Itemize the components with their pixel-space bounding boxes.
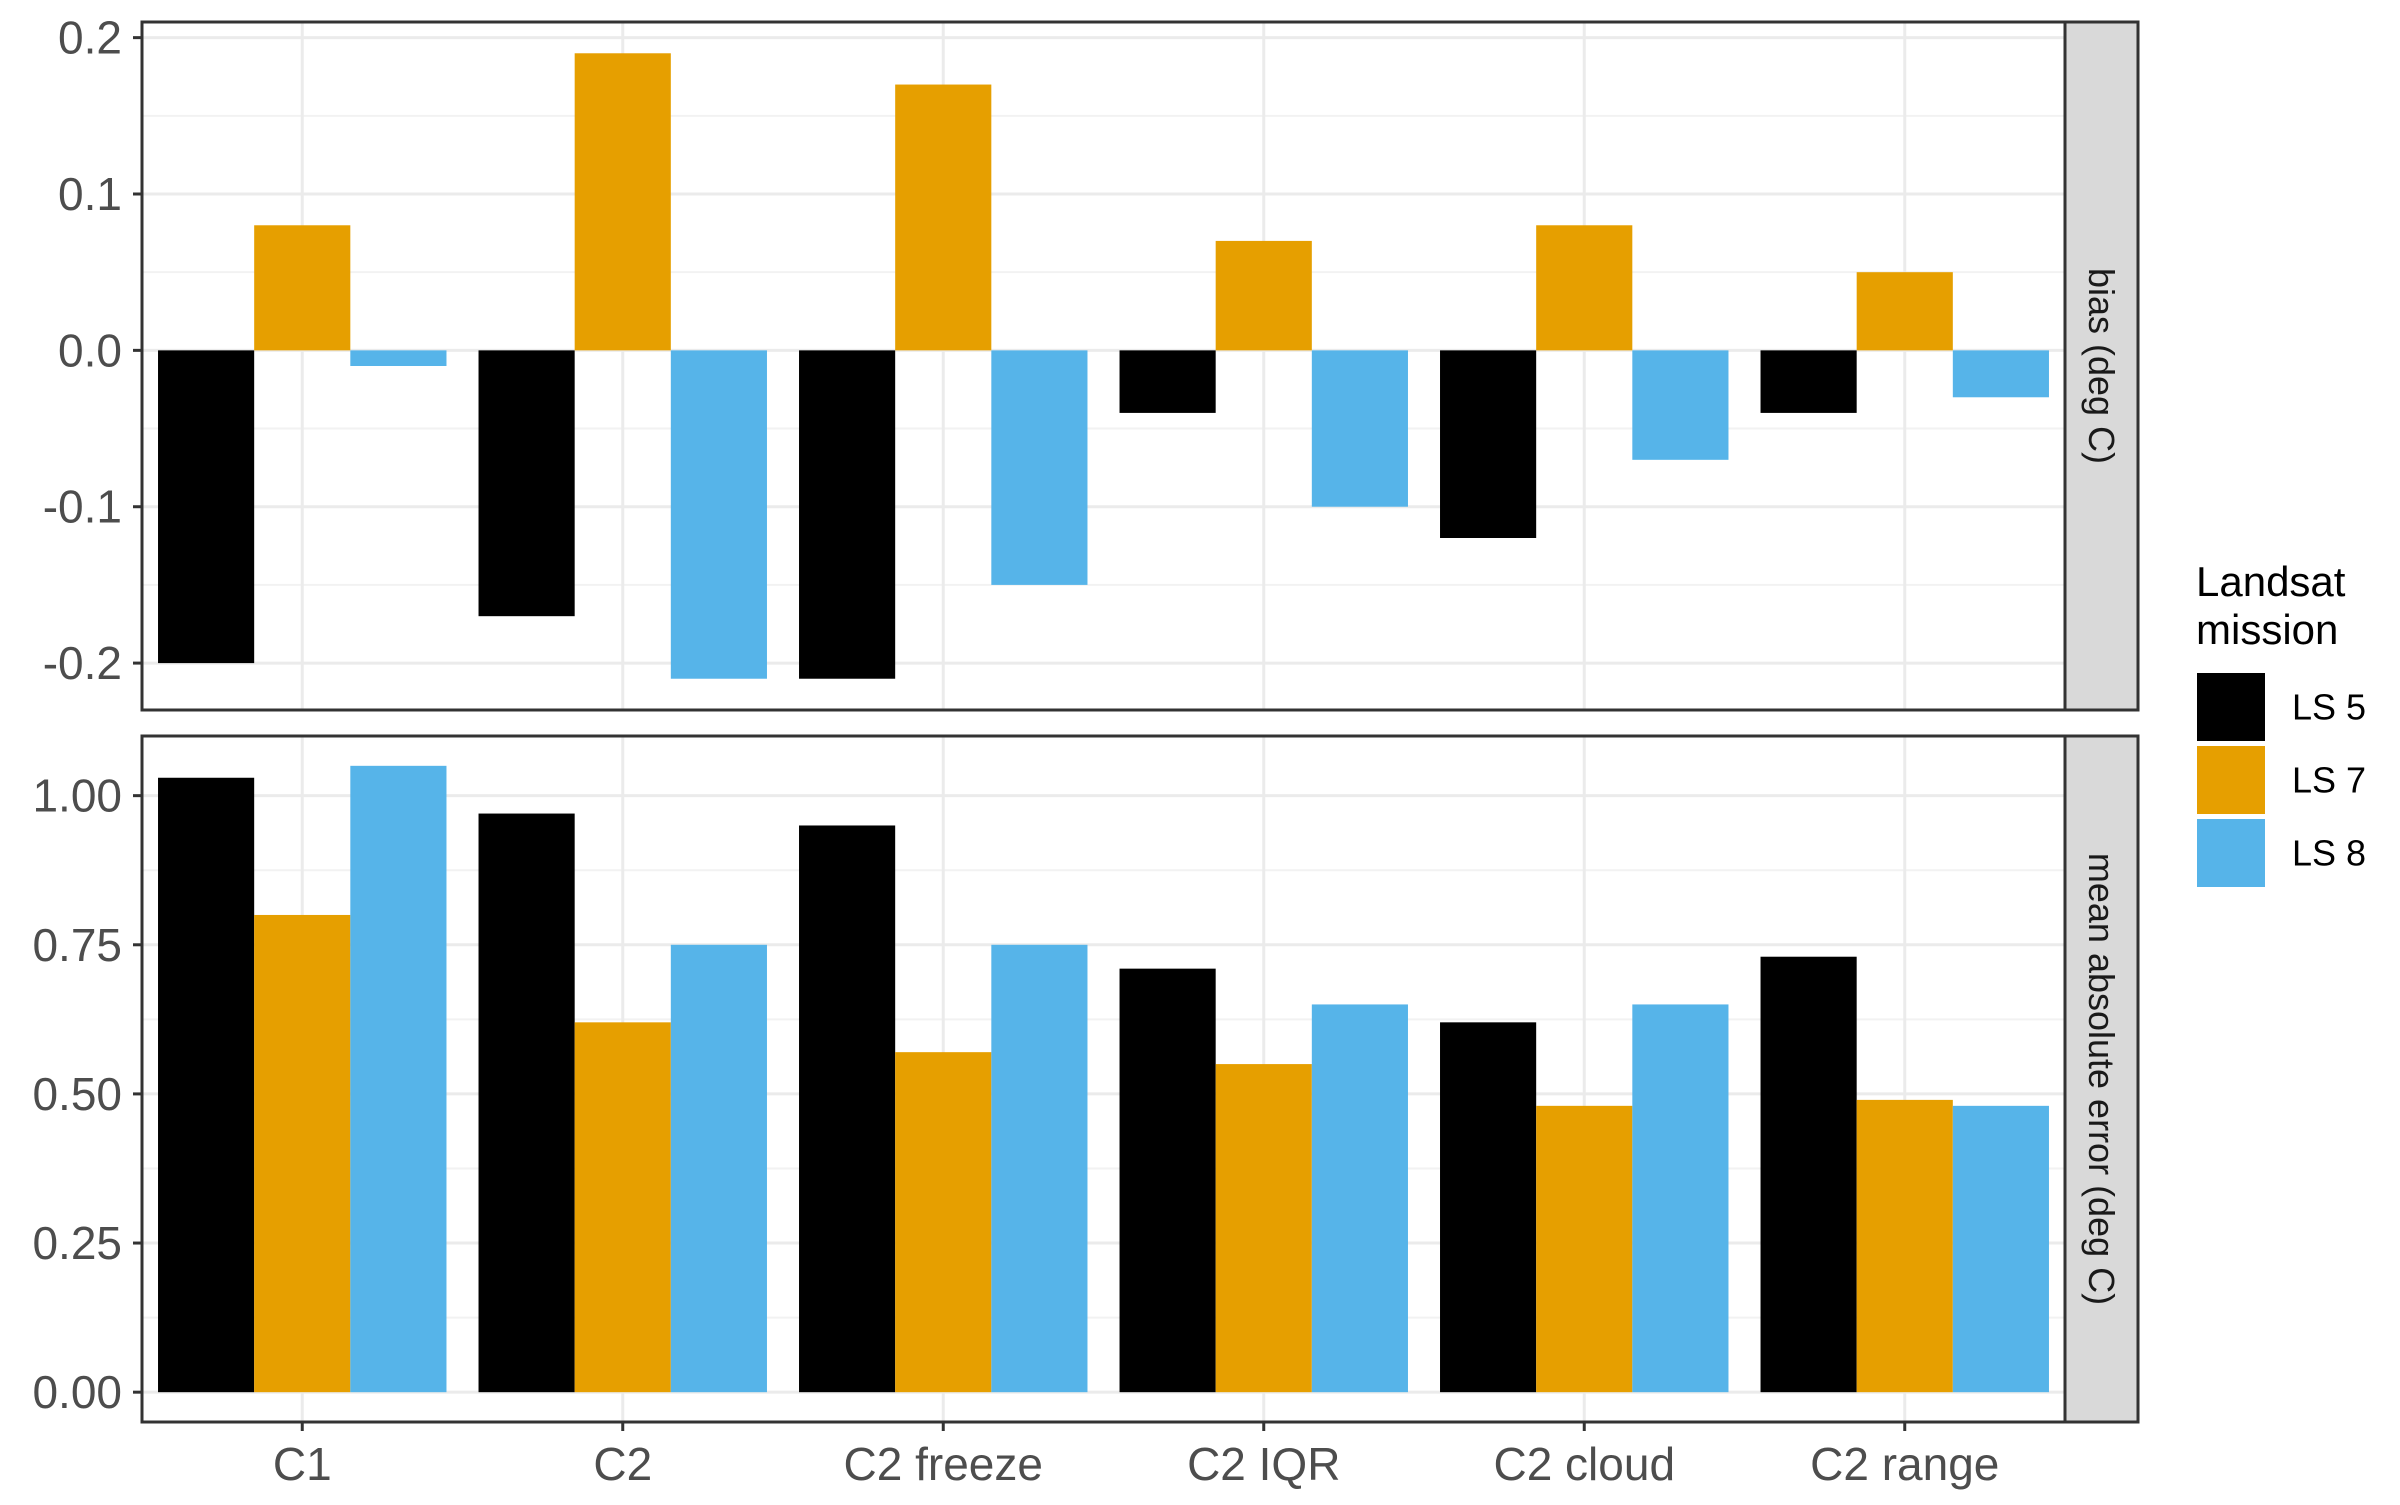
bar-ls-8-c2-cloud: [1632, 1004, 1729, 1393]
y-tick-label: 0.2: [58, 12, 122, 64]
y-tick-label: 0.00: [32, 1366, 122, 1418]
y-tick-label: 0.75: [32, 919, 122, 971]
bar-ls-5-c1: [158, 350, 255, 664]
bar-ls-8-c2: [670, 350, 767, 679]
x-axis: C1 C2 C2 freeze C2 IQR C2 cloud C2 range: [273, 1422, 1999, 1490]
panel-background: [142, 22, 2065, 710]
facet-strip-label: mean absolute error (deg C): [2081, 853, 2122, 1305]
bar-ls-7-c2-iqr: [1215, 240, 1312, 351]
panel-background: [142, 736, 2065, 1422]
x-tick-label-c1: C1: [273, 1438, 332, 1490]
bar-ls-8-c1: [350, 765, 447, 1393]
bar-ls-5-c2-range: [1760, 956, 1857, 1393]
bar-ls-8-c1: [350, 350, 447, 366]
y-tick-label: 0.1: [58, 168, 122, 220]
bar-ls-8-c2: [670, 944, 767, 1393]
bar-ls-7-c2: [574, 53, 671, 351]
bar-ls-7-c2-cloud: [1536, 225, 1633, 351]
y-tick-label: 1.00: [32, 770, 122, 822]
bar-ls-7-c2-range: [1856, 272, 1953, 351]
y-tick-label: -0.1: [43, 481, 122, 533]
bar-ls-7-c2-cloud: [1536, 1105, 1633, 1393]
legend-label-ls-5: LS 5: [2292, 687, 2366, 728]
bar-ls-5-c2-freeze: [799, 825, 896, 1393]
bar-ls-8-c2-range: [1952, 350, 2049, 398]
x-tick-label-c2-cloud: C2 cloud: [1493, 1438, 1675, 1490]
bar-ls-7-c2-freeze: [895, 84, 992, 351]
x-tick-label-c2-freeze: C2 freeze: [844, 1438, 1043, 1490]
bar-ls-5-c2: [478, 350, 575, 617]
legend-key-ls-5: [2197, 673, 2265, 741]
bar-ls-5-c2: [478, 813, 575, 1393]
bar-ls-5-c1: [158, 777, 255, 1393]
y-tick-label: 0.0: [58, 324, 122, 376]
bar-ls-7-c2-iqr: [1215, 1064, 1312, 1393]
bar-ls-5-c2-cloud: [1440, 1022, 1537, 1393]
facet-strip-label: bias (deg C): [2081, 268, 2122, 464]
bar-ls-5-c2-cloud: [1440, 350, 1537, 538]
panel-mean-absolute-error-deg-c: 0.00 0.25 0.50 0.75 1.00 mean absolute error …: [32, 734, 2140, 1424]
x-tick-label-c2: C2: [593, 1438, 652, 1490]
legend-key-ls-8: [2197, 819, 2265, 887]
bar-ls-8-c2-freeze: [991, 350, 1088, 585]
bar-ls-7-c2-freeze: [895, 1052, 992, 1393]
legend-title: mission: [2196, 606, 2338, 653]
y-tick-label: 0.25: [32, 1217, 122, 1269]
bar-ls-8-c2-cloud: [1632, 350, 1729, 460]
y-tick-label: 0.50: [32, 1068, 122, 1120]
bar-ls-8-c2-freeze: [991, 944, 1088, 1393]
bar-ls-8-c2-iqr: [1311, 1004, 1408, 1393]
bar-ls-5-c2-freeze: [799, 350, 896, 679]
bar-ls-5-c2-iqr: [1119, 350, 1216, 413]
bar-ls-8-c2-range: [1952, 1105, 2049, 1393]
bar-ls-7-c2-range: [1856, 1099, 1953, 1393]
panels-layer: -0.2 -0.1 0.0 0.1 0.2 bias (deg C) 0.00 0.25 0.5…: [32, 12, 2140, 1424]
bar-ls-5-c2-iqr: [1119, 968, 1216, 1393]
panel-bias-deg-c: -0.2 -0.1 0.0 0.1 0.2 bias (deg C): [43, 12, 2140, 712]
bar-ls-7-c1: [254, 225, 351, 351]
y-tick-label: -0.2: [43, 637, 122, 689]
legend-label-ls-8: LS 8: [2292, 833, 2366, 874]
x-tick-label-c2-iqr: C2 IQR: [1187, 1438, 1340, 1490]
facet-strip: [2063, 20, 2140, 712]
bar-ls-7-c1: [254, 914, 351, 1393]
bar-ls-5-c2-range: [1760, 350, 1857, 413]
facet-strip: [2063, 734, 2140, 1424]
bar-ls-8-c2-iqr: [1311, 350, 1408, 507]
legend-key-ls-7: [2197, 746, 2265, 814]
bar-ls-7-c2: [574, 1022, 671, 1393]
x-tick-label-c2-range: C2 range: [1810, 1438, 1999, 1490]
legend-label-ls-7: LS 7: [2292, 760, 2366, 801]
legend-title: Landsat: [2196, 558, 2346, 605]
